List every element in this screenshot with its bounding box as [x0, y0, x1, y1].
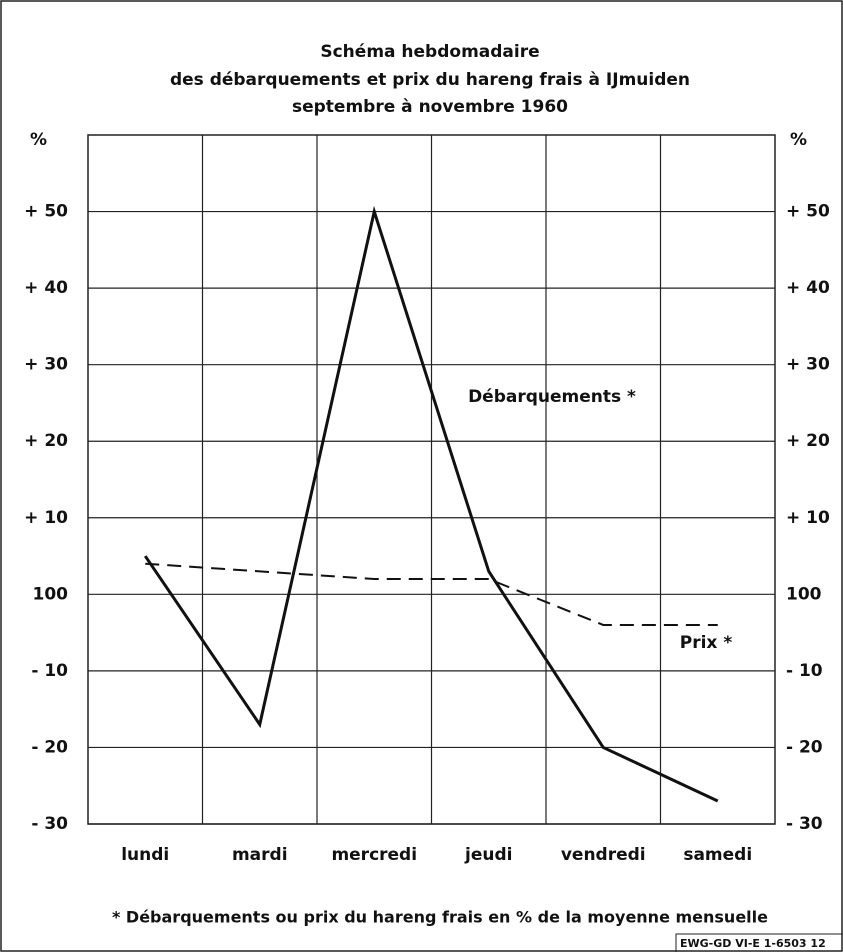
y-tick-label: + 40 — [24, 278, 68, 298]
footnote: * Débarquements ou prix du hareng frais … — [112, 908, 768, 927]
chart-title: Schéma hebdomadaire — [320, 42, 539, 62]
series-label: Prix * — [680, 633, 733, 653]
y2-tick-label: + 40 — [786, 278, 830, 298]
x-tick-label: mercredi — [331, 845, 417, 865]
y2-tick-label: + 20 — [786, 431, 830, 451]
y2-tick-label: - 10 — [786, 661, 823, 681]
y-tick-label: + 20 — [24, 431, 68, 451]
y2-tick-label: + 30 — [786, 355, 830, 375]
y2-axis-label: % — [790, 130, 807, 150]
y-axis-label: % — [30, 130, 47, 150]
y2-tick-label: - 20 — [786, 737, 823, 757]
x-tick-label: mardi — [232, 845, 288, 865]
x-tick-label: samedi — [683, 845, 752, 865]
y-tick-label: - 20 — [31, 737, 68, 757]
y2-tick-label: + 50 — [786, 202, 830, 222]
chart-title: des débarquements et prix du hareng frai… — [170, 70, 690, 90]
y-tick-label: - 10 — [31, 661, 68, 681]
series-line — [145, 562, 718, 626]
x-tick-label: jeudi — [464, 845, 512, 865]
y-tick-label: + 10 — [24, 508, 68, 528]
x-tick-label: lundi — [121, 845, 169, 865]
y-tick-label: + 30 — [24, 355, 68, 375]
y-tick-label: - 30 — [31, 814, 68, 834]
y-tick-label: + 50 — [24, 202, 68, 222]
y2-tick-label: 100 — [786, 584, 822, 604]
y-tick-label: 100 — [33, 584, 69, 604]
code-box — [675, 933, 843, 952]
source-code: EWG-GD VI-E 1-6503 12 — [680, 937, 826, 950]
series-line — [144, 205, 719, 803]
series-label: Débarquements * — [468, 387, 636, 407]
chart-title: septembre à novembre 1960 — [292, 97, 568, 117]
y2-tick-label: + 10 — [786, 508, 830, 528]
x-tick-label: vendredi — [561, 845, 646, 865]
y2-tick-label: - 30 — [786, 814, 823, 834]
